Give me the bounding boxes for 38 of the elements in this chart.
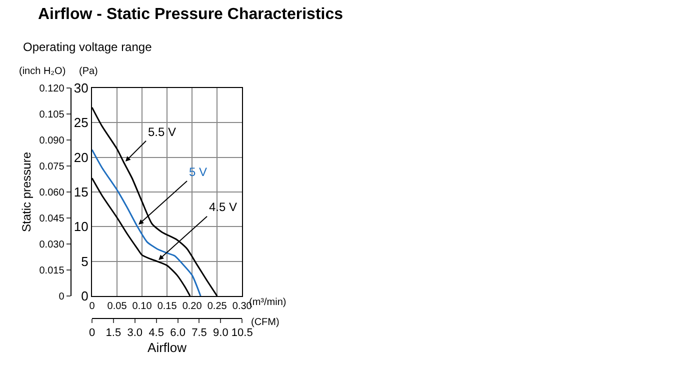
text: (inch H₂O) — [19, 66, 66, 77]
y2-axis-title: Static pressure — [20, 152, 34, 232]
y2-tick-label: 0.120 — [39, 84, 65, 94]
chart-title: Airflow - Static Pressure Characteristics — [38, 6, 344, 23]
x2-tick-label: 9.0 — [213, 327, 228, 340]
text: 4.5 V — [209, 200, 238, 214]
y-tick-label: 15 — [74, 184, 88, 200]
x-tick-label: 0.15 — [157, 301, 178, 312]
y2-tick-label: 0.060 — [39, 188, 65, 198]
x2-axis-title: Airflow — [148, 340, 188, 355]
y2-tick-label: 0.090 — [39, 136, 65, 146]
text: (CFM) — [251, 317, 280, 328]
y2-tick-label: 0.045 — [39, 214, 65, 224]
x2-tick-label: 4.5 — [148, 327, 164, 340]
y2-tick-label: 0 — [58, 292, 65, 302]
x-tick-label: 0.10 — [132, 301, 152, 312]
y2-tick-label: 0.105 — [39, 110, 65, 120]
y-tick-label: 5 — [81, 254, 88, 269]
x-tick-label: 0.20 — [182, 301, 202, 312]
x2-tick-label: 3.0 — [127, 327, 143, 340]
y-tick-label: 30 — [74, 80, 88, 96]
y-tick-label: 20 — [74, 150, 88, 165]
x2-tick-label: 7.5 — [192, 327, 207, 340]
x-tick-label: 0 — [89, 301, 96, 312]
text: 5.5 V — [148, 125, 176, 139]
y2-tick-label: 0.015 — [39, 266, 65, 276]
x-tick-label: 0.25 — [207, 301, 228, 312]
x2-tick-label: 6.0 — [170, 327, 186, 340]
y2-tick-label: 0.075 — [39, 162, 65, 172]
text: (Pa) — [79, 66, 98, 77]
text: 5 V — [189, 165, 208, 179]
x2-tick-label: 10.5 — [231, 327, 253, 340]
x-tick-label: 0.05 — [107, 301, 128, 312]
x2-tick-label: 1.5 — [106, 327, 122, 340]
chart-subtitle: Operating voltage range — [23, 40, 152, 54]
y-tick-label: 25 — [74, 115, 88, 130]
y-tick-label: 10 — [74, 219, 88, 234]
y2-tick-label: 0.030 — [39, 240, 65, 250]
